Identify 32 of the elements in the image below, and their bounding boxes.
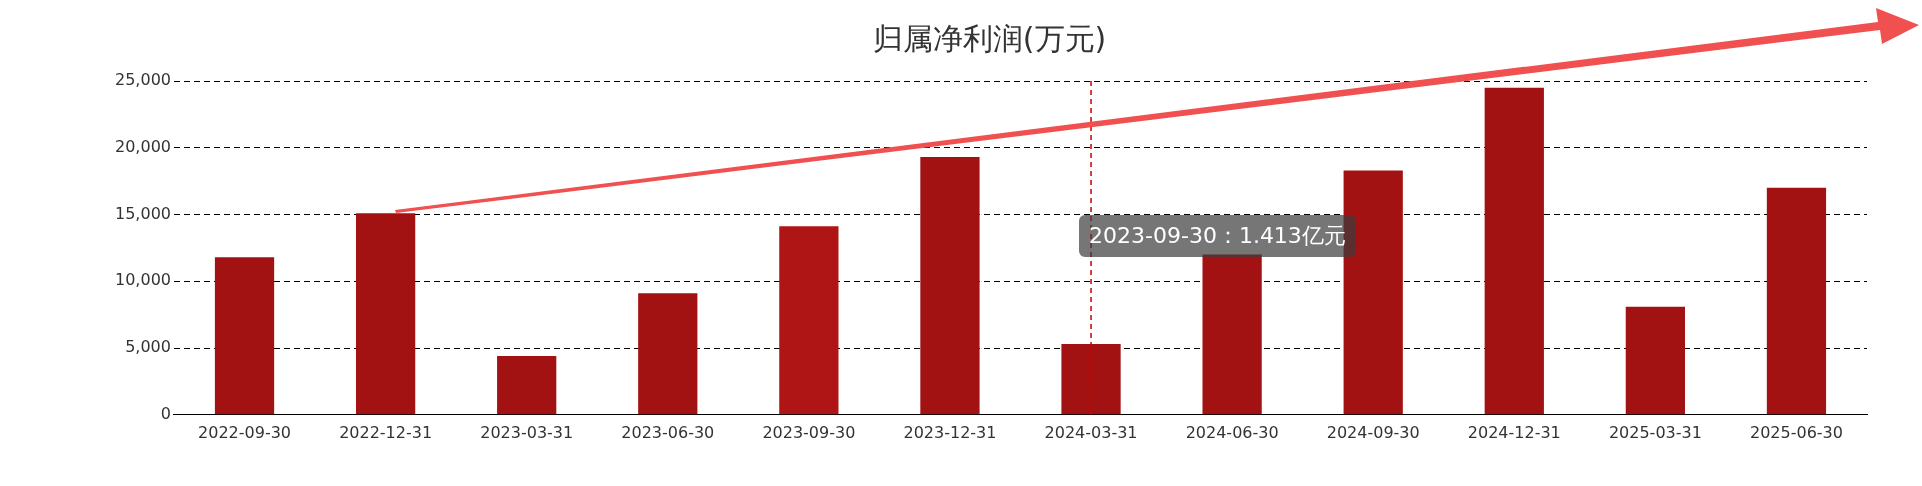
x-tick-label: 2025-06-30 xyxy=(1749,422,1843,442)
x-tick-label: 2024-03-31 xyxy=(1044,422,1138,442)
x-tick-label: 2024-12-31 xyxy=(1467,422,1561,442)
x-tick-label: 2022-09-30 xyxy=(198,422,292,442)
bar xyxy=(214,257,275,415)
bar xyxy=(497,356,557,415)
x-tick-label: 2023-09-30 xyxy=(762,422,856,442)
bar xyxy=(779,226,839,415)
x-tick-label: 2024-06-30 xyxy=(1185,422,1279,442)
x-tick-label: 2025-03-31 xyxy=(1608,422,1702,442)
y-tick-label: 10,000 xyxy=(115,270,171,290)
bar xyxy=(638,293,698,415)
bar xyxy=(1484,87,1544,415)
x-tick-label: 2022-12-31 xyxy=(339,422,433,442)
y-tick-label: 5,000 xyxy=(125,337,171,357)
x-tick-label: 2023-12-31 xyxy=(903,422,997,442)
annotation: 2023-09-30：1.413亿元 xyxy=(1079,214,1356,257)
bar xyxy=(355,213,416,415)
x-tick-label: 2023-06-30 xyxy=(621,422,715,442)
bar xyxy=(1061,344,1121,415)
bar xyxy=(1343,170,1403,415)
bar xyxy=(1202,254,1262,415)
bar xyxy=(1625,306,1685,415)
x-tick-label: 2023-03-31 xyxy=(480,422,574,442)
y-tick-label: 25,000 xyxy=(115,70,171,90)
y-tick-label: 0 xyxy=(160,403,171,423)
y-tick-label: 15,000 xyxy=(115,203,171,223)
bar xyxy=(920,157,980,415)
chart-title: 归属净利润(万元) xyxy=(872,20,1107,56)
x-tick-label: 2024-09-30 xyxy=(1326,422,1420,442)
y-tick-label: 20,000 xyxy=(115,136,171,156)
bar xyxy=(1766,187,1827,415)
